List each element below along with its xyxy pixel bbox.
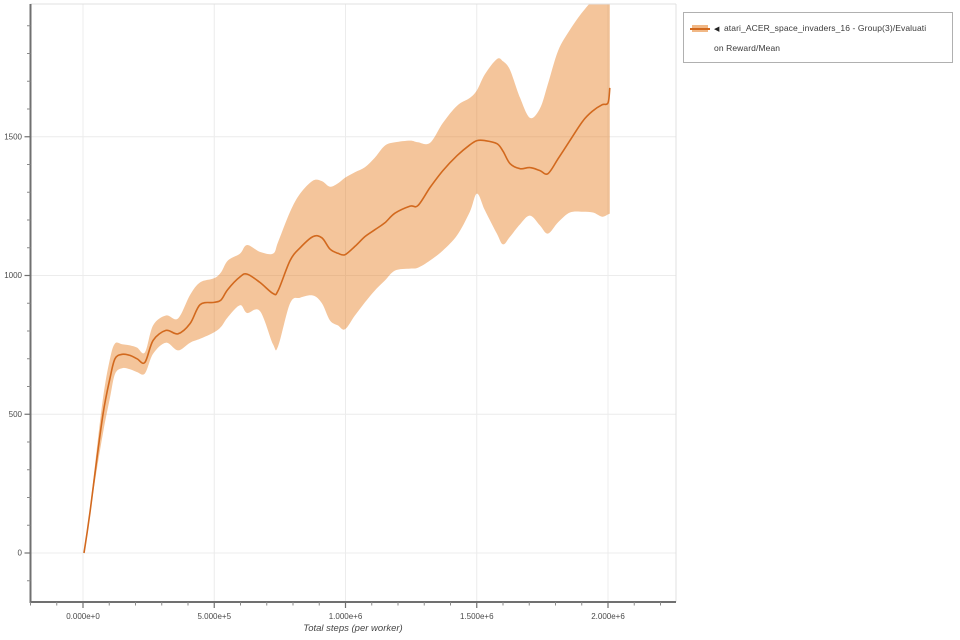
y-tick-label: 0	[18, 549, 23, 558]
legend-label-line1: atari_ACER_space_invaders_16 - Group(3)/…	[723, 23, 927, 33]
x-tick-label: 1.500e+6	[460, 612, 494, 621]
confidence-band	[84, 4, 610, 553]
x-tick-label: 2.000e+6	[591, 612, 625, 621]
collapse-triangle-icon: ◀	[714, 26, 720, 33]
legend-item[interactable]: ◀ atari_ACER_space_invaders_16 - Group(3…	[690, 19, 944, 57]
x-tick-label: 5.000e+5	[197, 612, 231, 621]
legend: ◀ atari_ACER_space_invaders_16 - Group(3…	[683, 12, 953, 63]
y-tick-label: 1500	[4, 132, 22, 141]
y-tick-label: 500	[9, 410, 23, 419]
x-axis-title: Total steps (per worker)	[303, 623, 403, 634]
x-tick-label: 0.000e+0	[66, 612, 100, 621]
series-swatch-icon	[690, 24, 710, 33]
y-tick-label: 1000	[4, 271, 22, 280]
line-swatch	[690, 27, 710, 30]
legend-label: ◀ atari_ACER_space_invaders_16 - Group(3…	[714, 19, 926, 57]
mean-line	[83, 87, 611, 554]
legend-label-line2: on Reward/Mean	[714, 43, 781, 53]
x-tick-label: 1.000e+6	[329, 612, 363, 621]
